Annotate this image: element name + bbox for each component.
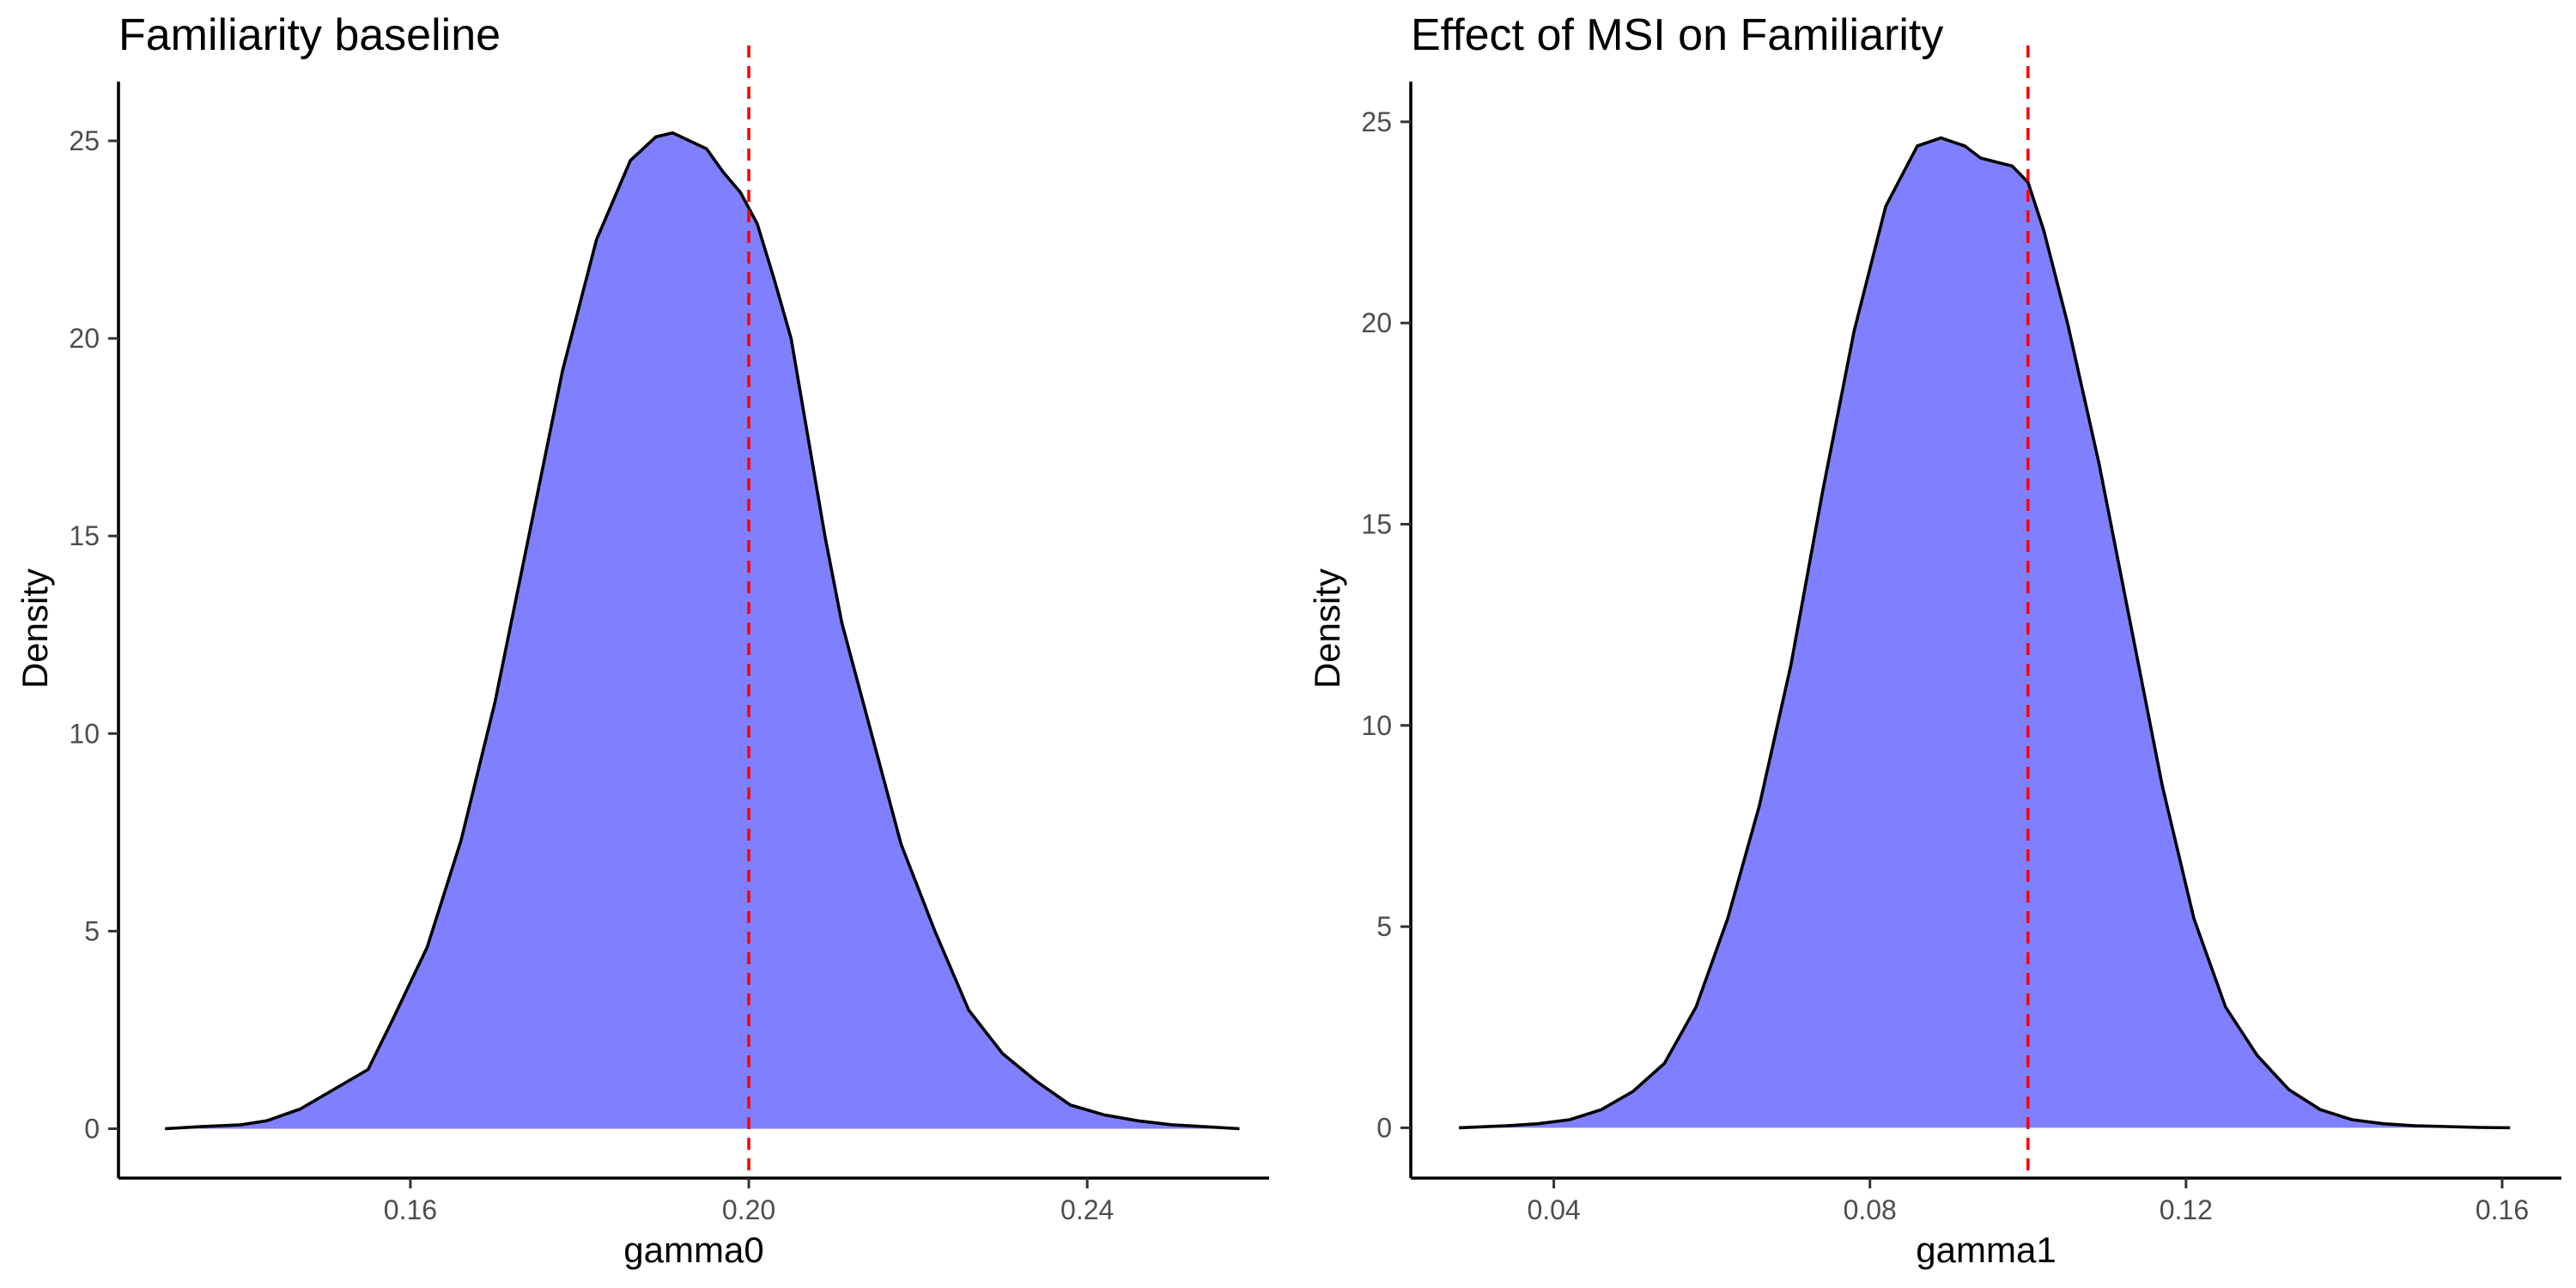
x-tick-label: 0.04 — [1527, 1194, 1580, 1225]
y-tick-label: 20 — [1361, 307, 1392, 338]
y-tick-label: 0 — [1376, 1112, 1392, 1143]
y-tick-label: 10 — [69, 718, 100, 749]
y-tick-label: 15 — [69, 520, 100, 551]
panel-effect-of-msi-on-familiarity: Effect of MSI on Familiarity Density gam… — [1307, 10, 2561, 1270]
density-area — [165, 132, 1240, 1129]
density-line — [1459, 136, 2511, 1130]
y-tick-label: 20 — [69, 323, 100, 354]
density-line — [165, 131, 1240, 1131]
x-tick-label: 0.08 — [1844, 1194, 1897, 1225]
y-tick-label: 0 — [84, 1113, 100, 1144]
plot-area: 0.04 0.08 0.12 0.16 0 5 10 15 20 25 — [1361, 46, 2561, 1225]
y-tick-label: 25 — [1361, 106, 1392, 137]
x-axis-title: gamma1 — [1916, 1230, 2056, 1270]
x-tick-label: 0.16 — [2476, 1194, 2529, 1225]
y-tick-label: 10 — [1361, 710, 1392, 741]
panel-title: Familiarity baseline — [118, 10, 501, 60]
y-tick-label: 5 — [1376, 911, 1392, 942]
y-tick-label: 15 — [1361, 508, 1392, 539]
y-axis-title: Density — [1307, 568, 1347, 689]
y-axis-title: Density — [15, 568, 55, 689]
x-tick-label: 0.20 — [722, 1194, 775, 1225]
x-tick-label: 0.24 — [1060, 1194, 1114, 1225]
panel-familiarity-baseline: Familiarity baseline Density gamma0 0.16… — [15, 10, 1269, 1270]
x-tick-label: 0.16 — [384, 1194, 437, 1225]
y-tick-label: 5 — [84, 915, 100, 946]
y-tick-label: 25 — [69, 125, 100, 156]
x-axis-title: gamma0 — [623, 1230, 763, 1270]
plot-area: 0.16 0.20 0.24 0 5 10 15 20 25 — [69, 46, 1269, 1225]
density-area — [1459, 137, 2511, 1128]
panel-title: Effect of MSI on Familiarity — [1411, 10, 1943, 60]
x-tick-label: 0.12 — [2160, 1194, 2213, 1225]
